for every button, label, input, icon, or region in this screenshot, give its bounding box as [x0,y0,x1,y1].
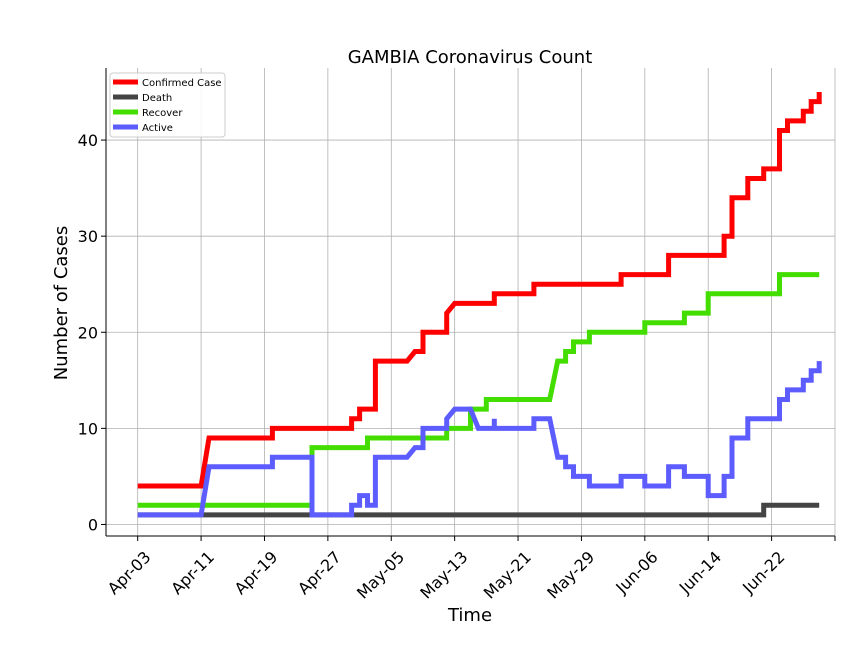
y-axis-ticks: 0 10 20 30 40 [78,131,106,534]
x-tick-label: May-05 [353,547,408,602]
x-tick-label: Apr-19 [231,547,282,598]
x-tick-label: Jun-22 [738,547,788,597]
x-axis-ticks: Apr-03 Apr-11 Apr-19 Apr-27 May-05 May-13 May-… [104,536,836,603]
y-tick-label: 0 [88,515,98,534]
legend-label-active: Active [142,123,173,134]
x-tick-label: Jun-06 [611,547,661,597]
series-line-recover [137,272,820,508]
series-lines [137,92,822,518]
legend-box [109,72,226,138]
y-tick-label: 30 [78,227,98,246]
y-axis-label: Number of Cases [51,226,72,381]
x-tick-label: Apr-03 [104,547,155,598]
x-tick-label: May-13 [416,547,471,602]
axes [105,68,835,537]
x-tick-label: Jun-14 [675,547,725,597]
y-tick-label: 10 [78,419,98,438]
legend: Confirmed Case Death Recover Active [109,72,226,138]
series-line-death [137,502,820,518]
series-line-active [137,361,822,518]
y-tick-label: 20 [78,323,98,342]
x-axis-label: Time [447,605,492,626]
x-tick-label: Apr-11 [167,547,218,598]
series-line-confirmed-case [137,92,822,489]
legend-label-confirmed-case: Confirmed Case [142,78,222,89]
x-tick-label: Apr-27 [294,547,345,598]
y-tick-label: 40 [78,131,98,150]
legend-label-recover: Recover [142,108,183,119]
x-tick-label: May-21 [480,547,535,602]
legend-label-death: Death [142,93,172,104]
chart-title: GAMBIA Coronavirus Count [348,47,593,68]
x-tick-label: May-29 [543,547,598,602]
